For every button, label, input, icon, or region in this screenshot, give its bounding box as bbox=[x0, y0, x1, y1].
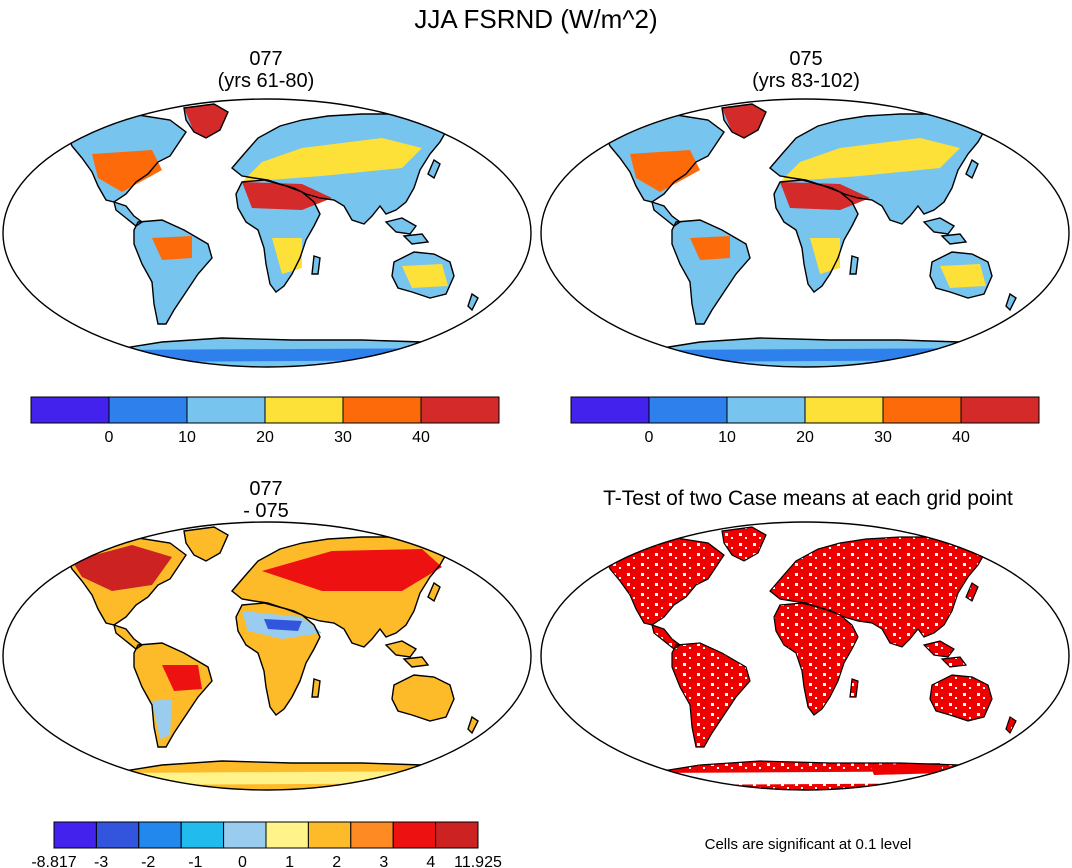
colorbar-075-tick-label: 10 bbox=[718, 429, 736, 446]
panel-2-title: 075 (yrs 83-102) bbox=[646, 48, 966, 92]
colorbar-diff-swatch bbox=[223, 821, 267, 849]
colorbar-075-tick-label: 40 bbox=[952, 429, 970, 446]
panel-2-years: (yrs 83-102) bbox=[752, 70, 860, 92]
panel-3-title: 077 - 075 bbox=[106, 478, 426, 522]
colorbar-diff-tick-label: -1 bbox=[188, 854, 202, 868]
colorbar-diff-swatch bbox=[350, 821, 394, 849]
colorbar-diff-tick-label: -3 bbox=[94, 854, 108, 868]
colorbar-075-swatch bbox=[726, 396, 806, 424]
panel-4-title: T-Test of two Case means at each grid po… bbox=[603, 487, 1013, 510]
colorbar-075-swatch bbox=[570, 396, 650, 424]
colorbar-075: 0 10 20 30 40 bbox=[570, 396, 1040, 446]
map-panel-075 bbox=[540, 98, 1070, 368]
panel-3-case: 077 bbox=[249, 478, 283, 500]
colorbar-diff-swatch bbox=[180, 821, 225, 849]
colorbar-075-swatch bbox=[882, 396, 962, 424]
significance-note: Cells are significant at 0.1 level bbox=[704, 836, 912, 853]
colorbar-077-swatch bbox=[420, 396, 500, 424]
colorbar-diff-tick-label: 2 bbox=[332, 854, 341, 868]
colorbar-diff-swatch bbox=[95, 821, 140, 849]
colorbar-diff-tick-label: -2 bbox=[141, 854, 155, 868]
colorbar-077-swatch bbox=[108, 396, 188, 424]
colorbar-diff-tick-label: 1 bbox=[285, 854, 294, 868]
map-1-border bbox=[2, 98, 532, 368]
colorbar-077: 0 10 20 30 40 bbox=[30, 396, 500, 446]
colorbar-077-tick-label: 20 bbox=[256, 429, 274, 446]
map-panel-ttest bbox=[540, 521, 1070, 791]
colorbar-075-tick-label: 30 bbox=[874, 429, 892, 446]
map-panel-077 bbox=[2, 98, 532, 368]
colorbar-077-swatch bbox=[186, 396, 266, 424]
panel-3-minus-case: - 075 bbox=[243, 500, 289, 522]
colorbar-077-tick-label: 0 bbox=[105, 429, 114, 446]
colorbar-077-tick-label: 40 bbox=[412, 429, 430, 446]
colorbar-077-swatch bbox=[264, 396, 344, 424]
colorbar-075-tick-label: 20 bbox=[796, 429, 814, 446]
colorbar-diff-swatch bbox=[435, 821, 479, 849]
colorbar-075-swatch bbox=[804, 396, 884, 424]
colorbar-diff-swatch bbox=[53, 821, 97, 849]
colorbar-077-tick-label: 30 bbox=[334, 429, 352, 446]
map-4-border bbox=[540, 521, 1070, 791]
panel-2-case: 075 bbox=[789, 48, 823, 70]
map-3-border bbox=[2, 521, 532, 791]
colorbar-077-tick-label: 10 bbox=[178, 429, 196, 446]
colorbar-diff-tick-label: 0 bbox=[238, 854, 247, 868]
colorbar-diff-tick-label: 3 bbox=[379, 854, 388, 868]
map-panel-difference bbox=[2, 521, 532, 791]
colorbar-diff-swatch bbox=[307, 821, 352, 849]
panel-1-title: 077 (yrs 61-80) bbox=[106, 48, 426, 92]
colorbar-diff-tick-label: 11.925 bbox=[454, 854, 502, 868]
colorbar-077-swatch bbox=[342, 396, 422, 424]
panel-1-years: (yrs 61-80) bbox=[217, 70, 315, 92]
colorbar-difference: -8.817 -3 -2 -1 0 1 2 3 4 11.925 bbox=[31, 821, 502, 868]
colorbar-diff-swatch bbox=[392, 821, 437, 849]
map-2-border bbox=[540, 98, 1070, 368]
colorbar-diff-swatch bbox=[265, 821, 309, 849]
colorbar-075-swatch bbox=[960, 396, 1040, 424]
colorbar-077-swatch bbox=[30, 396, 110, 424]
colorbar-diff-tick-label: 4 bbox=[426, 854, 435, 868]
figure-title: JJA FSRND (W/m^2) bbox=[414, 4, 658, 34]
colorbar-diff-swatch bbox=[138, 821, 182, 849]
colorbar-075-tick-label: 0 bbox=[645, 429, 654, 446]
colorbar-diff-tick-label: -8.817 bbox=[31, 854, 76, 868]
colorbar-075-swatch bbox=[648, 396, 728, 424]
panel-1-case: 077 bbox=[249, 48, 283, 70]
